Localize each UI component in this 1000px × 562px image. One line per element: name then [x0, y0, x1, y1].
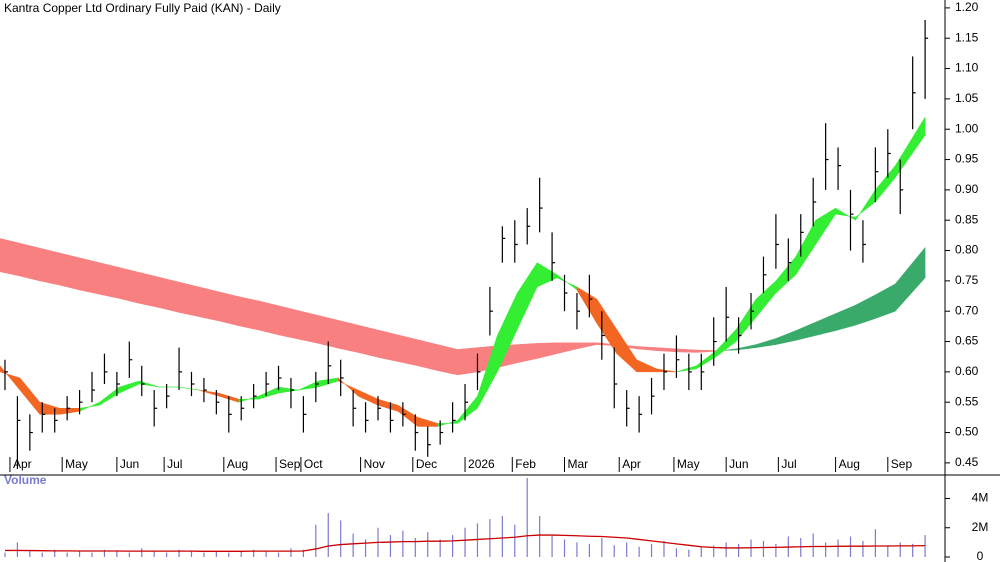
ma-ribbon [417, 339, 438, 371]
y-tick-label: 0.95 [955, 152, 979, 166]
y-tick-label: 1.05 [955, 91, 979, 105]
volume-tick-label: 2M [972, 520, 989, 534]
ma-ribbon [139, 380, 160, 388]
ma-ribbon [238, 296, 259, 331]
volume-tick-label: 0 [977, 549, 984, 562]
y-tick-label: 1.15 [955, 30, 979, 44]
y-tick-label: 1.10 [955, 61, 979, 75]
y-tick-label: 1.20 [955, 0, 979, 14]
ma-ribbon [377, 329, 399, 362]
ma-ribbon [258, 300, 279, 336]
x-tick-label: May [65, 457, 88, 471]
x-tick-label: Oct [304, 457, 323, 471]
y-tick-label: 0.70 [955, 303, 979, 317]
x-tick-label: May [677, 457, 700, 471]
x-tick-label: Jun [120, 457, 139, 471]
volume-ma-line [4, 534, 926, 552]
ma-ribbon [397, 334, 419, 367]
x-tick-label: 2026 [468, 457, 495, 471]
y-tick-label: 0.65 [955, 334, 979, 348]
x-tick-label: Sep [891, 457, 913, 471]
chart-title: Kantra Copper Ltd Ordinary Fully Paid (K… [4, 1, 281, 15]
y-tick-label: 0.45 [955, 455, 979, 469]
x-tick-label: Sep [279, 457, 301, 471]
y-tick-label: 0.75 [955, 273, 979, 287]
y-tick-label: 0.85 [955, 212, 979, 226]
ma-ribbon [218, 291, 239, 327]
x-tick-label: Mar [568, 457, 589, 471]
volume-tick-label: 4M [972, 491, 989, 505]
ma-ribbon [79, 257, 100, 295]
x-tick-label: Feb [515, 457, 536, 471]
ma-ribbon [139, 272, 160, 308]
ma-ribbon [437, 344, 458, 376]
ma-ribbon [119, 267, 140, 304]
ma-ribbon [298, 310, 319, 344]
y-tick-label: 0.55 [955, 394, 979, 408]
x-tick-label: Apr [13, 457, 32, 471]
ma-ribbon [457, 347, 478, 376]
ma-ribbon [19, 242, 41, 282]
ma-ribbon [39, 247, 60, 286]
y-tick-label: 1.00 [955, 121, 979, 135]
y-tick-label: 0.80 [955, 243, 979, 257]
x-tick-label: Dec [416, 457, 437, 471]
ma-ribbon [337, 319, 359, 353]
volume-label: Volume [4, 473, 47, 487]
y-tick-label: 0.50 [955, 425, 979, 439]
x-tick-label: Nov [364, 457, 385, 471]
y-tick-label: 0.60 [955, 364, 979, 378]
x-tick-label: Apr [622, 457, 641, 471]
ma-ribbon [198, 286, 220, 322]
ma-ribbon [895, 116, 926, 179]
x-tick-label: Jul [167, 457, 182, 471]
ma-ribbon [895, 246, 926, 312]
ma-ribbon [99, 262, 120, 299]
x-tick-label: Aug [227, 457, 248, 471]
ma-ribbon [158, 276, 180, 313]
ma-ribbon [278, 305, 299, 340]
ma-ribbon [178, 281, 200, 317]
ma-ribbon [0, 238, 21, 277]
ma-ribbon [59, 252, 80, 291]
x-tick-label: Aug [839, 457, 860, 471]
x-tick-label: Jul [781, 457, 796, 471]
x-tick-label: Jun [729, 457, 748, 471]
ma-ribbon [357, 324, 379, 358]
y-tick-label: 0.90 [955, 182, 979, 196]
